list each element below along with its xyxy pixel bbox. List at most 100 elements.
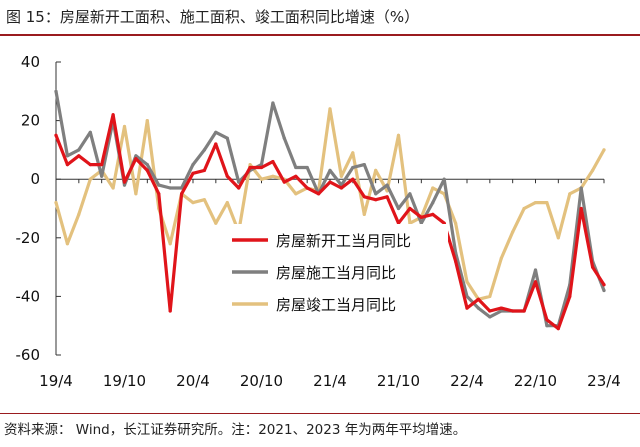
data-point xyxy=(122,183,127,187)
data-point xyxy=(248,163,252,167)
data-point xyxy=(556,327,560,331)
data-point xyxy=(476,297,480,301)
chart-svg: 40 20 0 -20 -40 -60 19/4 19/10 20/4 20/10 21/4 21/… xyxy=(16,53,621,390)
data-point xyxy=(100,163,104,167)
y-tick-label: 40 xyxy=(21,53,40,71)
source-note: 资料来源： Wind，长江证券研究所。注：2021、2023 年为两年平均增速。 xyxy=(4,422,467,438)
data-point xyxy=(180,192,184,196)
data-point xyxy=(362,163,366,167)
data-point xyxy=(202,168,206,172)
data-point xyxy=(476,306,480,310)
data-point xyxy=(488,315,492,319)
data-point xyxy=(568,192,572,196)
data-point xyxy=(111,186,115,190)
x-tick-label: 19/10 xyxy=(103,372,146,390)
data-point xyxy=(362,212,366,216)
data-point xyxy=(294,192,298,196)
data-point xyxy=(65,154,69,158)
data-point xyxy=(602,288,606,293)
data-point xyxy=(408,221,412,225)
y-tick-label: 20 xyxy=(21,112,40,130)
data-point xyxy=(157,192,161,196)
data-point xyxy=(282,180,286,184)
data-point xyxy=(259,165,264,170)
data-point xyxy=(305,186,309,190)
y-axis: 40 20 0 -20 -40 -60 xyxy=(16,53,61,364)
data-point xyxy=(237,186,241,190)
data-point xyxy=(385,195,389,199)
data-point xyxy=(533,268,538,272)
data-point xyxy=(442,177,446,181)
title-rule xyxy=(0,34,640,36)
data-point xyxy=(408,192,412,196)
data-point xyxy=(591,265,595,269)
y-tick-label: -40 xyxy=(16,287,41,305)
data-point xyxy=(545,318,549,322)
data-point xyxy=(191,201,195,205)
data-point xyxy=(488,309,492,313)
data-point xyxy=(248,165,252,170)
data-point xyxy=(54,201,58,205)
data-point xyxy=(431,201,435,205)
x-tick-label: 21/4 xyxy=(313,372,347,390)
data-point xyxy=(522,309,526,313)
data-point xyxy=(225,174,229,178)
data-point xyxy=(191,163,195,167)
data-point xyxy=(77,148,81,152)
data-point xyxy=(65,242,69,246)
data-point xyxy=(145,163,149,167)
x-tick-label: 21/10 xyxy=(377,372,420,390)
y-tick-label: -20 xyxy=(16,229,41,247)
data-point xyxy=(65,163,69,167)
data-point xyxy=(202,198,206,202)
data-point xyxy=(396,221,401,225)
data-point xyxy=(157,183,161,187)
data-point xyxy=(271,174,275,178)
data-point xyxy=(214,142,218,146)
data-point xyxy=(317,192,321,196)
data-point xyxy=(465,294,469,298)
x-tick-label: 20/10 xyxy=(240,372,283,390)
data-point xyxy=(54,89,58,93)
data-point xyxy=(168,309,172,313)
data-point xyxy=(454,259,458,263)
data-point xyxy=(88,177,92,181)
data-point xyxy=(362,195,366,199)
data-point xyxy=(556,236,560,240)
data-point xyxy=(419,215,423,219)
data-point xyxy=(294,174,298,178)
data-point xyxy=(351,151,355,155)
data-point xyxy=(374,192,378,196)
legend-label: 房屋竣工当月同比 xyxy=(276,296,396,314)
data-point xyxy=(305,165,309,170)
data-point xyxy=(77,212,81,216)
source-rule xyxy=(0,413,640,414)
data-point xyxy=(408,206,412,211)
data-point xyxy=(339,186,343,190)
data-point xyxy=(259,177,264,181)
data-point xyxy=(602,148,606,152)
data-point xyxy=(328,180,332,184)
data-point xyxy=(465,280,469,284)
data-point xyxy=(579,206,583,211)
y-tick-label: -60 xyxy=(16,346,41,364)
data-point xyxy=(134,157,138,161)
data-point xyxy=(225,201,229,205)
data-point xyxy=(511,230,515,234)
data-point xyxy=(396,133,401,137)
data-point xyxy=(499,306,503,310)
data-point xyxy=(271,101,275,105)
data-point xyxy=(145,168,149,172)
data-point xyxy=(122,180,127,184)
data-point xyxy=(591,168,595,172)
data-point xyxy=(339,174,343,178)
data-point xyxy=(499,309,503,313)
data-point xyxy=(180,186,184,190)
data-point xyxy=(282,136,286,140)
chart-series-lines xyxy=(54,89,606,331)
data-point xyxy=(202,148,206,152)
figure-title: 图 15：房屋新开工面积、施工面积、竣工面积同比增速（%） xyxy=(6,8,420,26)
x-tick-label: 19/4 xyxy=(39,372,73,390)
data-point xyxy=(396,206,401,211)
